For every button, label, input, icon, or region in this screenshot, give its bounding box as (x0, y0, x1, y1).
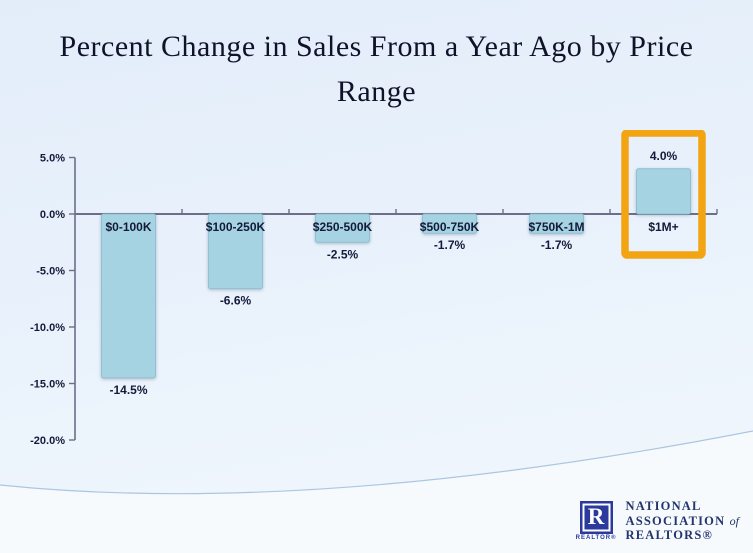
nar-logo: R REALTOR® NATIONAL ASSOCIATION of REALT… (576, 499, 739, 543)
swoosh-fill (0, 431, 753, 553)
page-title: Percent Change in Sales From a Year Ago … (59, 30, 694, 108)
y-tick-label: -15.0% (30, 379, 65, 391)
swoosh-line (0, 430, 753, 495)
bar-value-label: -14.5% (109, 383, 147, 397)
bar (529, 213, 584, 234)
bar-category-label: $500-750K (420, 220, 480, 234)
bar-category-label: $0-100K (105, 220, 151, 234)
logo-line-2-of: of (729, 513, 739, 528)
bar-category-label: $750K-1M (528, 220, 584, 234)
logo-line-2-main: ASSOCIATION (625, 513, 726, 528)
bar (101, 213, 156, 379)
bar-value-label: -2.5% (327, 247, 359, 261)
highlight-box (621, 130, 706, 259)
bar-category-label: $1M+ (648, 220, 678, 234)
bar (422, 213, 477, 234)
bar-category-label: $100-250K (206, 220, 266, 234)
bar-value-label: -6.6% (220, 294, 252, 308)
y-tick-label: -5.0% (36, 266, 65, 278)
bar (636, 168, 691, 215)
y-tick-label: -10.0% (30, 322, 65, 334)
y-tick-label: 0.0% (40, 209, 65, 221)
seal-letter: R (587, 503, 605, 529)
y-tick-label: -20.0% (30, 435, 65, 447)
bar-category-label: $250-500K (313, 220, 373, 234)
background-swoosh (0, 430, 753, 553)
bar-value-label: -1.7% (434, 238, 466, 252)
realtor-r-icon: R (579, 500, 613, 534)
logo-text: NATIONAL ASSOCIATION of REALTORS® (626, 499, 739, 543)
bar (208, 213, 263, 290)
logo-line-3: REALTORS® (625, 528, 714, 543)
bar-value-label: -1.7% (541, 238, 573, 252)
y-tick-label: 5.0% (40, 153, 65, 165)
realtor-seal: R REALTOR® (575, 500, 617, 541)
seal-caption: REALTOR® (575, 534, 617, 541)
bar-value-label: 4.0% (650, 149, 678, 163)
bar (315, 213, 370, 243)
logo-line-1: NATIONAL (625, 498, 702, 513)
bar-chart: 5.0% 0.0% -5.0% -10.0% -15.0% -20.0% $0-100K -1… (30, 130, 718, 447)
logo-line-2: ASSOCIATION of (626, 514, 739, 529)
